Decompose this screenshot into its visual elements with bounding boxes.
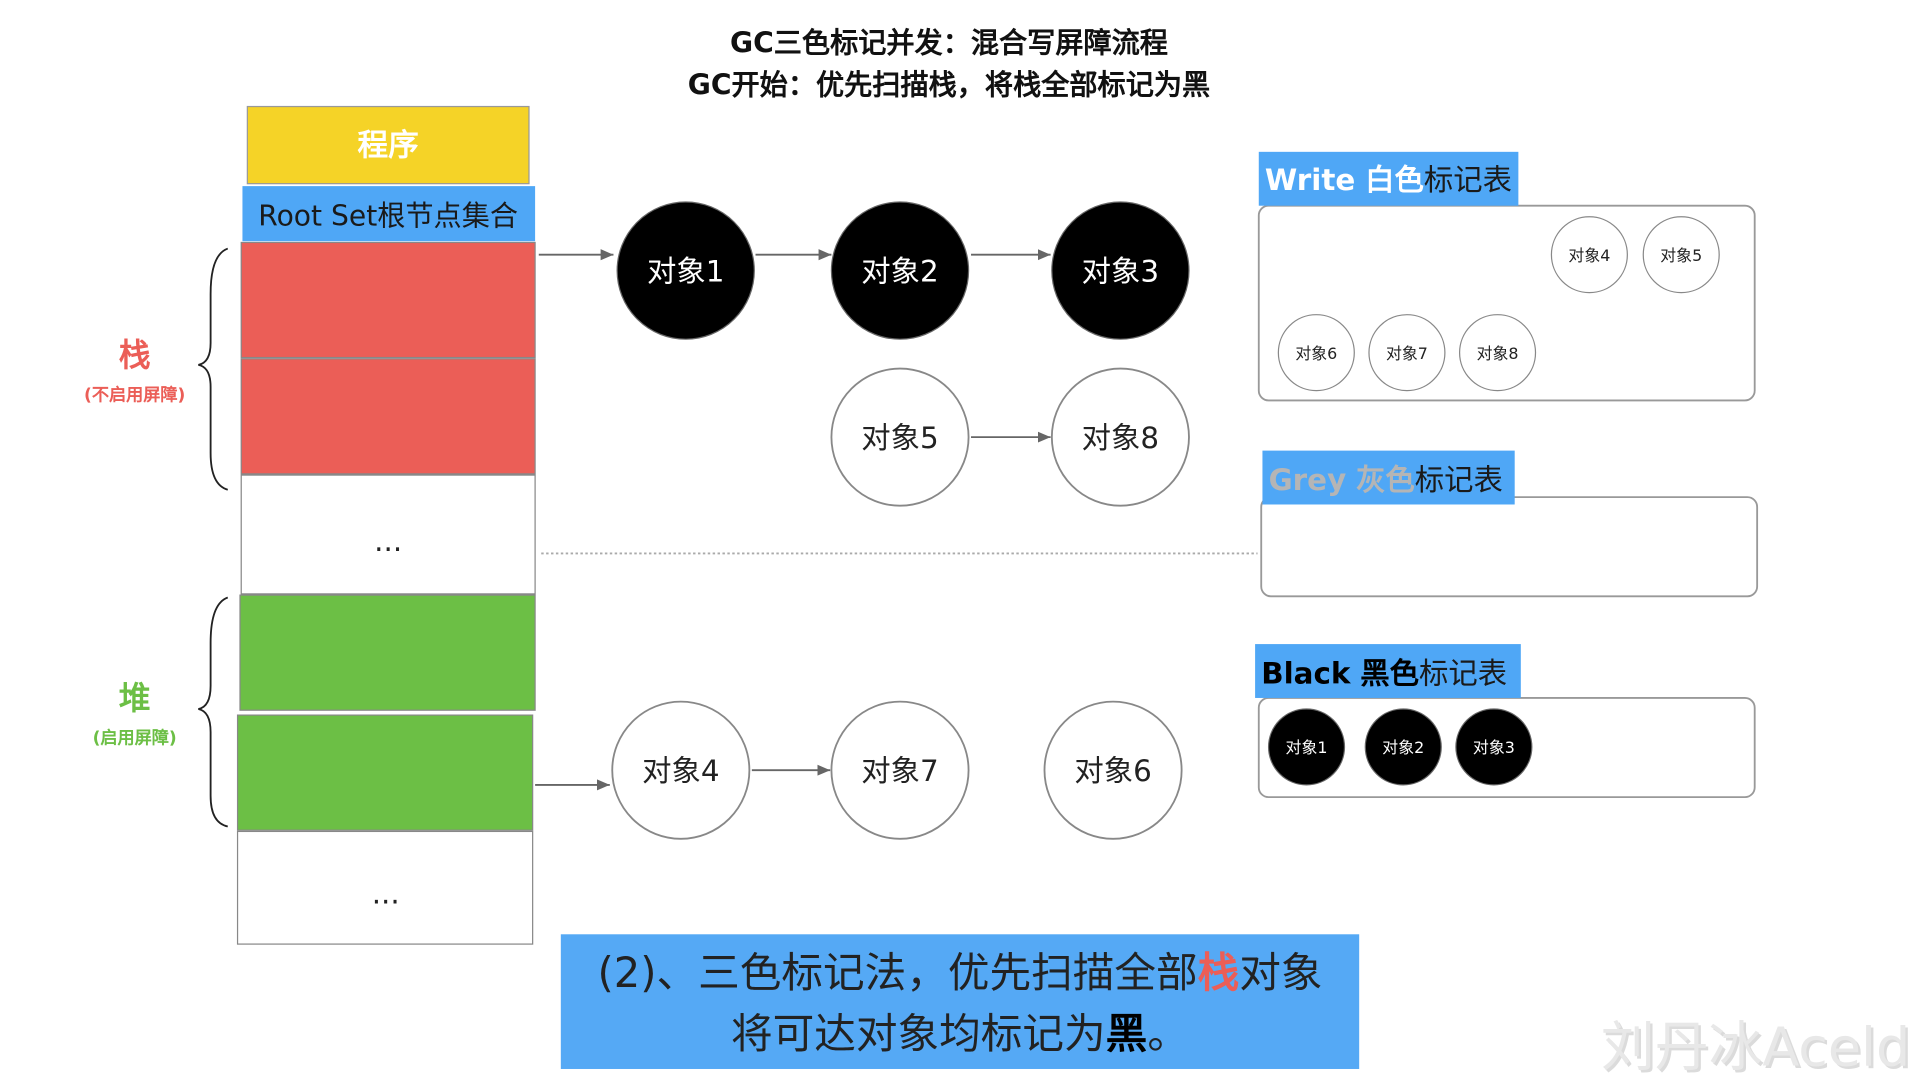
root-set-header: [242, 186, 536, 242]
black-item-label: 对象3: [1473, 738, 1515, 757]
title-line-2: GC开始：优先扫描栈，将栈全部标记为黑: [688, 68, 1210, 101]
object-7-label: 对象7: [861, 754, 938, 788]
caption-stack-highlight: 栈: [1198, 948, 1240, 997]
object-2-node: 对象2: [830, 201, 970, 340]
object-3-label: 对象3: [1082, 255, 1159, 289]
black-title-en: Black: [1261, 656, 1352, 690]
white-table-title: Write 白色标记表: [1265, 163, 1512, 197]
grey-title-rest: 标记表: [1415, 463, 1503, 497]
caption-line1-a: (2)、三色标记法，优先扫描全部: [598, 948, 1198, 997]
object-6-node: 对象6: [1043, 700, 1183, 840]
stack-slot-more: [240, 474, 536, 595]
caption-banner: [560, 934, 1360, 1069]
heap-slot-1: [239, 594, 536, 711]
white-title-color: 白色: [1365, 163, 1424, 197]
heap-slot-more: [236, 830, 534, 945]
white-item-label: 对象7: [1386, 344, 1428, 363]
black-item: 对象1: [1267, 708, 1346, 786]
object-1-node: 对象1: [616, 201, 755, 340]
caption-line1-b: 对象: [1239, 948, 1322, 997]
white-item: 对象6: [1277, 314, 1355, 392]
title-line-1: GC三色标记并发：混合写屏障流程: [730, 27, 1168, 60]
black-table-title: Black 黑色标记表: [1261, 656, 1507, 690]
object-3-node: 对象3: [1051, 201, 1190, 340]
black-title-color: 黑色: [1360, 656, 1419, 690]
heap-title: 堆: [119, 679, 151, 717]
object-2-label: 对象2: [861, 255, 938, 289]
object-5-label: 对象5: [861, 421, 938, 455]
object-4-label: 对象4: [642, 754, 719, 788]
grey-table-title: Grey 灰色标记表: [1269, 463, 1503, 497]
white-table-header: [1258, 151, 1519, 206]
caption-line-2: 将可达对象均标记为黑。: [731, 1009, 1189, 1058]
object-4-node: 对象4: [611, 700, 751, 840]
heap-note: (启用屏障): [93, 727, 177, 748]
program-box: [246, 105, 530, 185]
black-table-header: [1255, 644, 1521, 698]
program-label: 程序: [358, 128, 419, 164]
object-5-node: 对象5: [830, 367, 970, 507]
grey-title-color: 灰色: [1356, 463, 1415, 497]
caption-line2-b: 。: [1147, 1009, 1189, 1058]
object-8-label: 对象8: [1082, 421, 1159, 455]
object-1-label: 对象1: [647, 255, 724, 289]
white-item-label: 对象8: [1477, 344, 1519, 363]
object-7-node: 对象7: [830, 700, 970, 840]
watermark-shadow: 刘丹冰Aceld: [1603, 1018, 1912, 1080]
white-title-rest: 标记表: [1424, 163, 1512, 197]
stack-slot-2: [240, 358, 536, 475]
white-item: 对象7: [1368, 314, 1446, 392]
white-item-label: 对象4: [1568, 246, 1610, 265]
caption-line2-a: 将可达对象均标记为: [731, 1009, 1106, 1058]
heap-slot-2: [236, 714, 534, 831]
grey-table: [1260, 496, 1759, 598]
object-6-label: 对象6: [1074, 754, 1151, 788]
white-item-label: 对象6: [1295, 344, 1337, 363]
caption-black-highlight: 黑: [1106, 1009, 1148, 1058]
black-item: 对象2: [1364, 708, 1442, 786]
stack-ellipsis: ...: [374, 524, 402, 558]
watermark: 刘丹冰Aceld: [1601, 1015, 1910, 1078]
stack-note: (不启用屏障): [84, 384, 185, 405]
white-item-label: 对象5: [1660, 246, 1702, 265]
white-item: 对象8: [1458, 314, 1537, 392]
object-8-node: 对象8: [1050, 367, 1190, 507]
black-item: 对象3: [1455, 708, 1533, 786]
grey-title-en: Grey: [1269, 463, 1347, 497]
black-item-label: 对象2: [1382, 738, 1424, 757]
heap-ellipsis: ...: [372, 877, 400, 911]
root-set-label: Root Set根节点集合: [258, 199, 518, 232]
white-title-en: Write: [1265, 163, 1355, 197]
stack-slot-1: [240, 241, 536, 359]
white-item: 对象4: [1550, 216, 1628, 294]
stack-title: 栈: [119, 336, 151, 374]
grey-table-header: [1262, 450, 1515, 505]
caption-line-1: (2)、三色标记法，优先扫描全部栈对象: [598, 948, 1323, 997]
heap-brace: [198, 596, 229, 828]
black-item-label: 对象1: [1286, 738, 1328, 757]
white-item: 对象5: [1642, 216, 1720, 294]
black-title-rest: 标记表: [1419, 656, 1507, 690]
stack-brace: [198, 247, 229, 491]
